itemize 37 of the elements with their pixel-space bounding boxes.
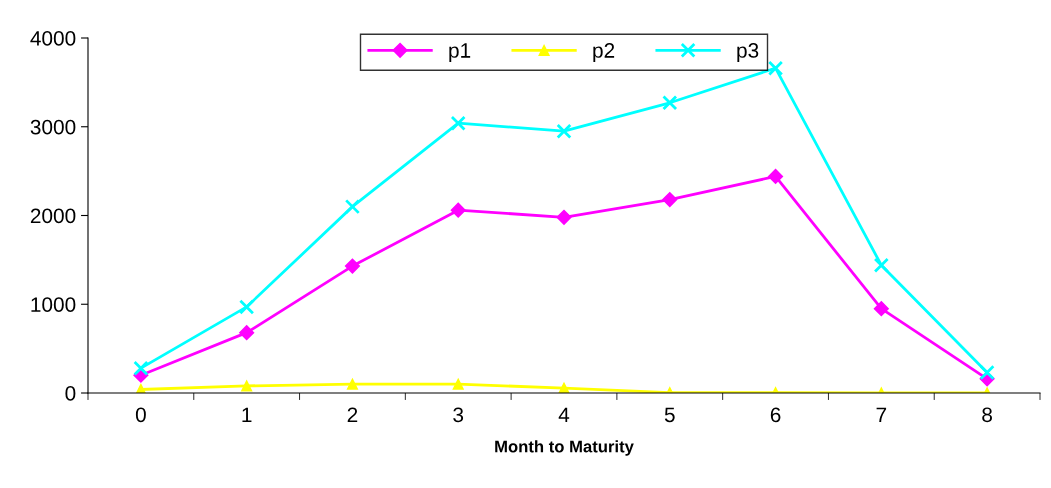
x-tick-label: 1 (242, 407, 252, 422)
point (873, 257, 889, 273)
x-tick-label: 4 (558, 407, 570, 422)
y-tick-label: 2000 (30, 208, 76, 224)
point (452, 378, 464, 390)
x-tick-label: 3 (453, 407, 464, 423)
point (556, 123, 572, 139)
point (662, 95, 678, 111)
point (979, 364, 995, 381)
x-tick-label: 0 (135, 407, 146, 423)
legend-label: p2 (593, 43, 615, 62)
point (239, 325, 255, 341)
x-axis-title: Month to Maturity (495, 440, 634, 456)
x-tick-label: 2 (347, 407, 358, 422)
point (873, 301, 889, 317)
point (767, 168, 784, 185)
point (450, 202, 466, 218)
legend-label: p1 (449, 43, 471, 62)
point (450, 115, 466, 131)
y-tick-label: 1000 (31, 297, 76, 312)
legend-label: p3 (737, 43, 759, 62)
x-tick-label: 7 (876, 407, 887, 422)
y-tick-label: 0 (65, 386, 76, 401)
x-tick-label: 5 (664, 407, 675, 423)
x-tick-label: 8 (982, 407, 992, 423)
point (767, 60, 784, 76)
y-tick-label: 3000 (30, 119, 76, 135)
point (133, 360, 149, 376)
x-tick-label: 6 (770, 407, 781, 423)
point (556, 209, 572, 225)
point (344, 258, 361, 274)
y-tick-label: 4000 (30, 31, 76, 46)
point (346, 378, 359, 390)
point (662, 191, 678, 208)
point (239, 299, 255, 315)
point (344, 198, 361, 215)
point (241, 380, 253, 392)
